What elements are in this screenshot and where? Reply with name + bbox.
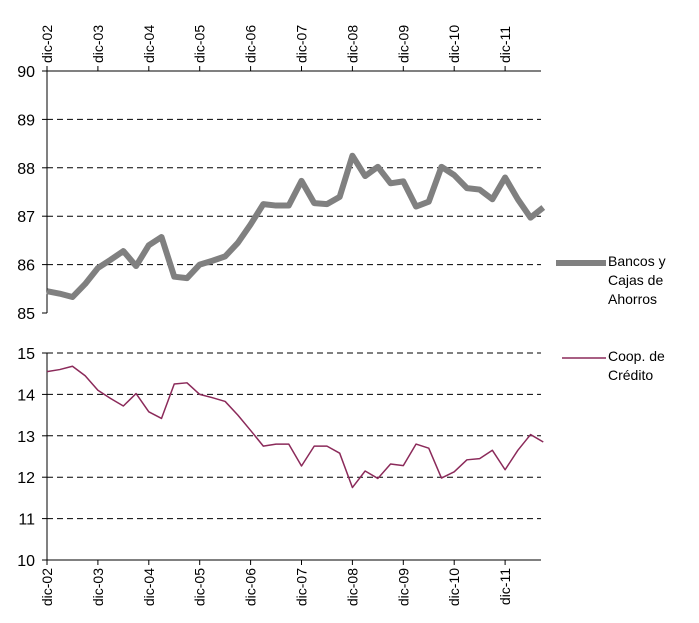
x-tick-label: dic-07 bbox=[294, 568, 310, 606]
series-line bbox=[46, 152, 546, 301]
x-tick-label: dic-11 bbox=[497, 26, 513, 63]
x-tick-label: dic-06 bbox=[243, 568, 259, 606]
x-tick-label: dic-08 bbox=[344, 25, 360, 63]
x-tick-label: dic-08 bbox=[344, 568, 360, 606]
y-tick-label: 89 bbox=[17, 112, 35, 129]
y-tick-label: 86 bbox=[17, 258, 35, 275]
legend-label: Coop. de Crédito bbox=[608, 348, 665, 383]
x-tick-label: dic-03 bbox=[90, 568, 106, 606]
y-tick-label: 12 bbox=[17, 470, 35, 487]
x-tick-label: dic-02 bbox=[39, 568, 55, 606]
x-tick-label: dic-07 bbox=[294, 25, 310, 63]
y-tick-label: 15 bbox=[17, 346, 35, 363]
x-tick-label: dic-04 bbox=[141, 25, 157, 63]
y-tick-label: 87 bbox=[17, 209, 35, 226]
x-tick-label: dic-04 bbox=[141, 568, 157, 606]
y-tick-label: 14 bbox=[17, 387, 35, 404]
x-tick-label: dic-02 bbox=[39, 25, 55, 63]
y-tick-label: 85 bbox=[17, 306, 35, 323]
x-tick-label: dic-09 bbox=[395, 25, 411, 63]
y-tick-label: 90 bbox=[17, 64, 35, 81]
x-tick-label: dic-06 bbox=[243, 25, 259, 63]
y-tick-label: 88 bbox=[17, 161, 35, 178]
series-line bbox=[46, 365, 544, 489]
x-tick-label: dic-05 bbox=[192, 568, 208, 606]
x-tick-label: dic-10 bbox=[446, 25, 462, 63]
x-tick-label: dic-05 bbox=[192, 25, 208, 63]
x-tick-label: dic-10 bbox=[446, 568, 462, 606]
y-tick-label: 11 bbox=[18, 512, 35, 529]
y-tick-label: 10 bbox=[17, 553, 35, 570]
y-tick-label: 13 bbox=[17, 429, 35, 446]
x-tick-label: dic-11 bbox=[497, 568, 513, 605]
x-tick-label: dic-03 bbox=[90, 25, 106, 63]
x-tick-label: dic-09 bbox=[395, 568, 411, 606]
legend-label: Bancos y Cajas de Ahorros bbox=[608, 253, 666, 307]
